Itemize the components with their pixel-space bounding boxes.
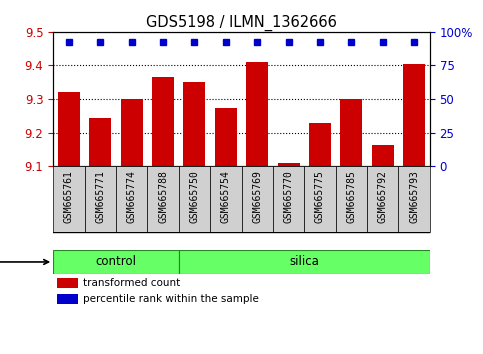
Text: GSM665754: GSM665754 [221, 170, 231, 223]
Bar [53, 166, 85, 232]
Text: GSM665761: GSM665761 [64, 170, 74, 223]
Text: agent: agent [0, 256, 48, 268]
Bar [341, 99, 362, 166]
Text: GSM665793: GSM665793 [409, 170, 419, 223]
Bar [273, 166, 304, 232]
Text: GSM665769: GSM665769 [252, 170, 262, 223]
Text: GSM665771: GSM665771 [95, 170, 105, 223]
Text: GSM665770: GSM665770 [284, 170, 294, 223]
Bar [116, 166, 147, 232]
Bar [403, 64, 425, 166]
Text: GSM665788: GSM665788 [158, 170, 168, 223]
Title: GDS5198 / ILMN_1362666: GDS5198 / ILMN_1362666 [146, 14, 337, 30]
Bar [398, 166, 430, 232]
Bar [246, 62, 268, 166]
Bar [304, 166, 336, 232]
Text: GSM665792: GSM665792 [378, 170, 388, 223]
Text: GSM665750: GSM665750 [189, 170, 199, 223]
Text: silica: silica [289, 256, 319, 268]
Bar [179, 166, 210, 232]
Bar [242, 166, 273, 232]
Bar [367, 166, 398, 232]
Bar [372, 144, 394, 166]
Text: GSM665775: GSM665775 [315, 170, 325, 223]
Bar [309, 122, 331, 166]
Bar [57, 294, 78, 304]
Bar [210, 166, 242, 232]
Bar [85, 166, 116, 232]
Bar [152, 77, 174, 166]
Bar [278, 163, 299, 166]
Text: transformed count: transformed count [83, 278, 181, 288]
Bar [58, 92, 80, 166]
Bar [184, 82, 205, 166]
Text: percentile rank within the sample: percentile rank within the sample [83, 294, 259, 304]
Text: control: control [96, 256, 136, 268]
Text: GSM665774: GSM665774 [127, 170, 137, 223]
Bar [53, 250, 179, 274]
Text: GSM665785: GSM665785 [346, 170, 356, 223]
Bar [121, 99, 142, 166]
Bar [147, 166, 179, 232]
Bar [89, 118, 111, 166]
Bar [179, 250, 430, 274]
Bar [215, 108, 237, 166]
Bar [57, 278, 78, 288]
Bar [336, 166, 367, 232]
